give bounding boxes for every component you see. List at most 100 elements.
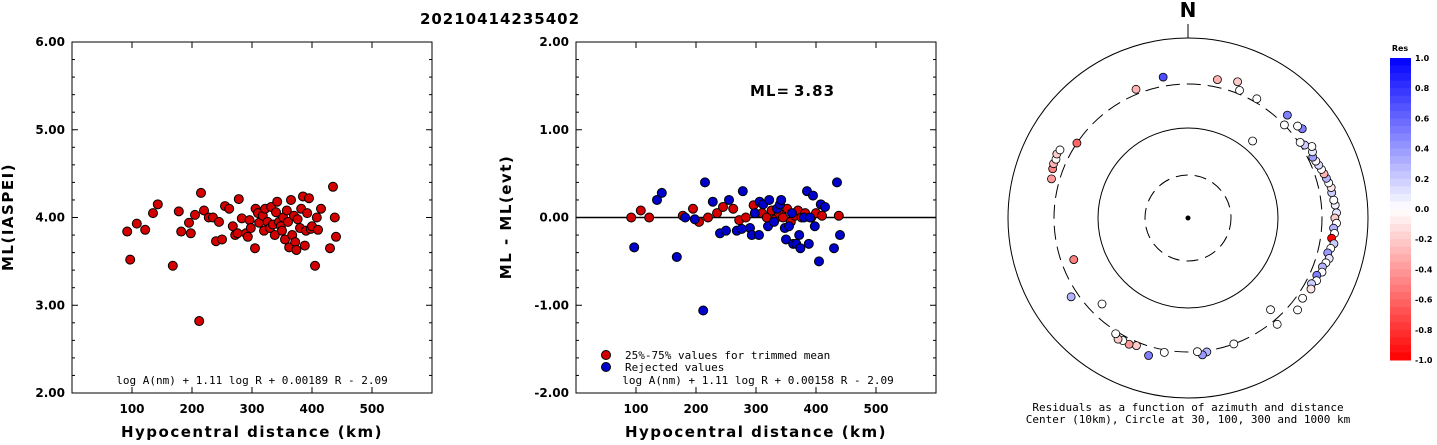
ml-ticks: 100 200 300 400 500 2.00 3.00 4.00 5.00 6.00 bbox=[35, 35, 432, 416]
data-point bbox=[814, 256, 824, 267]
data-point bbox=[781, 234, 791, 245]
polar-point bbox=[1306, 284, 1316, 294]
data-point bbox=[778, 212, 788, 223]
x-tick-label: 500 bbox=[863, 402, 888, 416]
ml-annotation-value: 3.83 bbox=[794, 82, 835, 100]
polar-panel: N Residuals as a function of azimuth and… bbox=[1007, 0, 1369, 426]
polar-point bbox=[1097, 299, 1107, 309]
polar-points bbox=[1047, 72, 1341, 360]
data-point bbox=[652, 194, 662, 205]
data-point bbox=[310, 260, 320, 271]
polar-point bbox=[1282, 110, 1292, 120]
residual-ticks: 100 200 300 400 500 -2.00 -1.00 0.00 1.00 2.00 bbox=[534, 35, 936, 416]
colorbar-segment bbox=[1390, 261, 1411, 270]
polar-point bbox=[1295, 137, 1305, 147]
colorbar-segment bbox=[1390, 103, 1411, 112]
polar-point bbox=[1293, 305, 1302, 315]
residual-ylabel: ML - ML(evt) bbox=[497, 155, 515, 279]
polar-point bbox=[1131, 84, 1141, 94]
residual-panel: 100 200 300 400 500 -2.00 -1.00 0.00 1.00 2.00 ML… bbox=[497, 35, 937, 441]
colorbar-title: Res bbox=[1392, 44, 1409, 53]
data-point bbox=[245, 223, 256, 234]
colorbar-segment bbox=[1390, 209, 1411, 218]
colorbar-segment bbox=[1390, 80, 1411, 89]
data-point bbox=[304, 193, 314, 204]
data-point bbox=[328, 181, 338, 192]
data-point bbox=[833, 210, 844, 221]
data-point bbox=[829, 243, 839, 254]
y-tick-label: 2.00 bbox=[35, 386, 65, 400]
colorbar-tick-label: 0.6 bbox=[1415, 114, 1430, 123]
x-tick-label: 500 bbox=[359, 402, 384, 416]
polar-point bbox=[1293, 121, 1302, 131]
polar-point bbox=[1069, 255, 1079, 264]
polar-point bbox=[1329, 195, 1339, 205]
polar-point bbox=[1158, 72, 1168, 82]
residual-points bbox=[626, 177, 845, 316]
colorbar-segment bbox=[1390, 58, 1411, 67]
y-tick-label: 3.00 bbox=[35, 298, 65, 312]
data-point bbox=[718, 201, 728, 212]
colorbar-segment bbox=[1390, 224, 1411, 233]
polar-point bbox=[1252, 94, 1262, 104]
data-point bbox=[232, 228, 243, 239]
data-point bbox=[635, 205, 646, 216]
colorbar-tick-label: 0.0 bbox=[1415, 205, 1430, 214]
colorbar-segment bbox=[1390, 284, 1411, 293]
colorbar-segment bbox=[1390, 125, 1411, 134]
colorbar-segment bbox=[1390, 133, 1411, 142]
ml-panel: 100 200 300 400 500 2.00 3.00 4.00 5.00 6.00 log … bbox=[0, 35, 433, 441]
polar-point bbox=[1272, 319, 1282, 329]
colorbar-segment bbox=[1390, 307, 1411, 316]
data-point bbox=[190, 209, 200, 220]
legend-marker-trimmed bbox=[601, 350, 611, 360]
data-point bbox=[805, 212, 815, 223]
figure-title: 20210414235402 bbox=[420, 10, 580, 28]
colorbar-segment bbox=[1390, 246, 1411, 255]
data-point bbox=[703, 212, 713, 223]
colorbar-tick-label: 0.4 bbox=[1415, 145, 1430, 154]
y-tick-label: 1.00 bbox=[539, 123, 569, 137]
data-point bbox=[809, 221, 820, 232]
y-tick-label: 0.00 bbox=[539, 211, 569, 225]
data-point bbox=[176, 226, 187, 237]
ring-100km bbox=[1097, 127, 1279, 309]
y-tick-label: -2.00 bbox=[534, 386, 569, 400]
data-point bbox=[140, 224, 151, 235]
x-tick-label: 400 bbox=[803, 402, 828, 416]
data-point bbox=[331, 231, 341, 242]
data-point bbox=[214, 216, 224, 227]
x-tick-label: 100 bbox=[119, 402, 144, 416]
data-point bbox=[152, 199, 163, 210]
data-point bbox=[764, 194, 775, 205]
data-point bbox=[281, 205, 292, 216]
polar-point bbox=[1229, 339, 1239, 349]
polar-point bbox=[1233, 77, 1242, 87]
data-point bbox=[736, 223, 747, 234]
data-point bbox=[680, 212, 691, 223]
legend-label-trimmed: 25%-75% values for trimmed mean bbox=[625, 349, 830, 362]
colorbar-segment bbox=[1390, 254, 1411, 263]
colorbar-segment bbox=[1390, 344, 1411, 353]
data-point bbox=[626, 212, 637, 223]
polar-point bbox=[1248, 136, 1258, 146]
data-point bbox=[671, 251, 682, 262]
colorbar-segment bbox=[1390, 193, 1411, 202]
data-point bbox=[224, 203, 235, 214]
colorbar-segment bbox=[1390, 299, 1411, 308]
data-point bbox=[316, 203, 326, 214]
data-point bbox=[217, 234, 227, 245]
data-point bbox=[754, 230, 764, 241]
data-point bbox=[299, 240, 310, 251]
data-point bbox=[286, 194, 296, 205]
colorbar-segment bbox=[1390, 171, 1411, 180]
colorbar-segment bbox=[1390, 178, 1411, 187]
colorbar-segment bbox=[1390, 88, 1411, 97]
data-point bbox=[795, 243, 806, 254]
y-tick-label: 6.00 bbox=[35, 35, 65, 49]
data-point bbox=[707, 196, 718, 207]
polar-point bbox=[1144, 351, 1153, 360]
data-point bbox=[242, 231, 253, 242]
data-point bbox=[644, 212, 655, 223]
